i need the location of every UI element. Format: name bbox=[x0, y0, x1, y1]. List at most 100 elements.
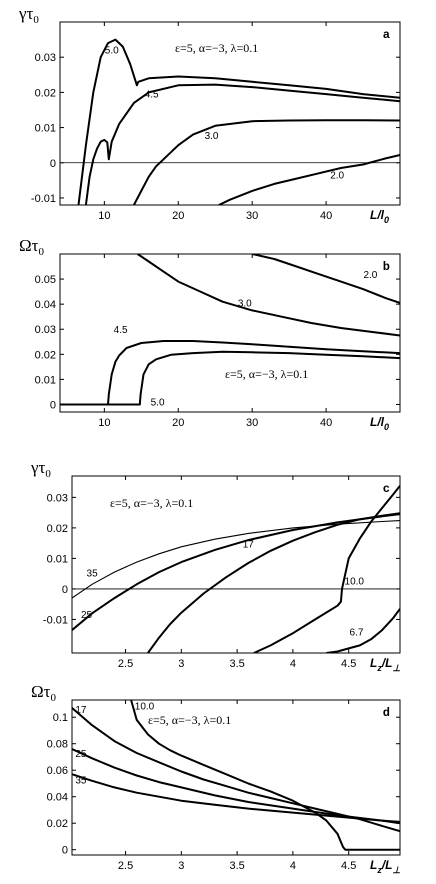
parameter-annotation: ε=5, α=−3, λ=0.1 bbox=[175, 41, 258, 55]
series-line-17 bbox=[147, 512, 400, 653]
series-line-10-0 bbox=[253, 485, 400, 653]
series-label: 5.0 bbox=[105, 46, 119, 57]
series-line-2-0 bbox=[218, 154, 400, 205]
y-tick-label: -0.01 bbox=[31, 193, 56, 205]
plot-frame bbox=[59, 253, 401, 413]
x-axis-label: L/l0 bbox=[370, 415, 389, 432]
x-tick-label: 30 bbox=[246, 417, 258, 429]
series-label: 3.0 bbox=[205, 131, 219, 142]
panel-d: 17 10.0 25 35 0 0.02 0.04 0.06 0.08 0.1 2.5 3 3.5 4 4.… bbox=[31, 682, 401, 875]
series-line-35 bbox=[72, 773, 400, 823]
y-tick-label: 0.03 bbox=[35, 324, 56, 336]
y-tick-label: 0.04 bbox=[47, 792, 68, 804]
plot-frame bbox=[59, 21, 401, 206]
series-label: 2.0 bbox=[363, 270, 377, 281]
series-line-5-0 bbox=[77, 38, 400, 205]
parameter-annotation: ε=5, α=−3, λ=0.1 bbox=[148, 713, 231, 727]
series-line-25 bbox=[72, 513, 400, 631]
x-tick-label: 3.5 bbox=[229, 860, 244, 872]
x-tick-label: 3 bbox=[178, 860, 184, 872]
x-tick-label: 40 bbox=[320, 417, 332, 429]
series-label: 2.0 bbox=[330, 171, 344, 182]
x-tick-label: 4 bbox=[290, 860, 296, 872]
y-tick-label: 0.02 bbox=[35, 87, 56, 99]
x-tick-label: 3 bbox=[178, 658, 184, 670]
y-tick-label: -0.01 bbox=[43, 614, 68, 626]
series-label: 5.0 bbox=[151, 398, 165, 409]
x-tick-label: 30 bbox=[246, 210, 258, 222]
y-tick-label: 0.02 bbox=[47, 818, 68, 830]
y-axis-label-main: γτ bbox=[30, 458, 46, 477]
series-label: 4.5 bbox=[145, 90, 159, 101]
x-axis-label-sub: z bbox=[376, 865, 382, 875]
panel-letter: b bbox=[383, 260, 390, 274]
x-tick-label: 2.5 bbox=[118, 658, 133, 670]
x-axis-label-sub: 0 bbox=[384, 422, 389, 432]
y-tick-label: 0.03 bbox=[35, 52, 56, 64]
y-tick-label: 0.1 bbox=[53, 712, 68, 724]
x-tick-label: 4 bbox=[290, 658, 296, 670]
y-axis-label: Ωτ0 bbox=[19, 236, 44, 258]
x-axis-label-tail: /L bbox=[381, 656, 393, 670]
y-tick-label: 0.02 bbox=[47, 523, 68, 535]
series-line-3-0 bbox=[133, 119, 400, 205]
series-label: 17 bbox=[243, 540, 255, 551]
panel-b: 2.0 3.0 4.5 5.0 0 0.01 0.02 0.03 0.04 0.05 10 20 30 4… bbox=[19, 236, 401, 432]
x-tick-label: 4.5 bbox=[341, 658, 356, 670]
x-axis-label-tail: /L bbox=[381, 858, 393, 872]
series-label: 6.7 bbox=[350, 627, 364, 638]
y-tick-label: 0.05 bbox=[35, 274, 56, 286]
series-line-5-0 bbox=[60, 350, 400, 406]
series-label: 35 bbox=[75, 775, 87, 786]
y-tick-label: 0 bbox=[62, 584, 68, 596]
series-label: 17 bbox=[75, 705, 87, 716]
series-label: 10.0 bbox=[135, 701, 155, 712]
x-tick-label: 10 bbox=[98, 210, 110, 222]
y-tick-label: 0 bbox=[62, 845, 68, 857]
series-line-4-5 bbox=[60, 340, 400, 406]
x-tick-label: 2.5 bbox=[118, 860, 133, 872]
y-tick-label: 0.02 bbox=[35, 349, 56, 361]
x-axis-label: Lz/L⊥ bbox=[370, 656, 401, 673]
series-label: 25 bbox=[81, 610, 93, 621]
x-tick-label: 20 bbox=[172, 210, 184, 222]
parameter-annotation: ε=5, α=−3, λ=0.1 bbox=[110, 496, 193, 510]
y-tick-label: 0 bbox=[50, 399, 56, 411]
y-tick-label: 0.01 bbox=[47, 553, 68, 565]
y-axis-label-sub: 0 bbox=[38, 246, 44, 258]
y-tick-label: 0 bbox=[50, 158, 56, 170]
x-tick-label: 3.5 bbox=[229, 658, 244, 670]
series-label: 25 bbox=[75, 749, 87, 760]
x-axis-label: L/l0 bbox=[370, 208, 389, 225]
x-tick-label: 40 bbox=[320, 210, 332, 222]
y-axis-label-sub: 0 bbox=[50, 692, 56, 704]
x-axis-label: Lz/L⊥ bbox=[370, 858, 401, 875]
x-tick-label: 4.5 bbox=[341, 860, 356, 872]
x-axis-label-tail-sub: ⊥ bbox=[393, 865, 401, 875]
x-tick-label: 20 bbox=[172, 417, 184, 429]
y-tick-label: 0.01 bbox=[35, 374, 56, 386]
plot-frame bbox=[71, 475, 401, 654]
y-tick-label: 0.03 bbox=[47, 492, 68, 504]
x-axis-label-main: L bbox=[370, 858, 377, 872]
series-line-4-5 bbox=[84, 83, 400, 205]
y-axis-label: Ωτ0 bbox=[31, 682, 56, 704]
y-tick-label: 0.04 bbox=[35, 299, 56, 311]
series-label: 35 bbox=[87, 569, 99, 580]
y-axis-label-sub: 0 bbox=[45, 468, 51, 480]
x-axis-label-main: L/l bbox=[370, 415, 385, 429]
series-label: 10.0 bbox=[345, 576, 365, 587]
y-axis-label-sub: 0 bbox=[33, 14, 39, 26]
panel-c: 35 25 17 10.0 6.7 -0.01 0 0.01 0.02 0.03 2.5 3 3.5 4 4… bbox=[30, 458, 401, 673]
series-line-10-0 bbox=[130, 700, 400, 851]
x-axis-label-sub: 0 bbox=[384, 215, 389, 225]
y-tick-label: 0.06 bbox=[47, 765, 68, 777]
parameter-annotation: ε=5, α=−3, λ=0.1 bbox=[225, 367, 308, 381]
plot-frame bbox=[71, 699, 401, 856]
x-axis-label-main: L bbox=[370, 656, 377, 670]
y-tick-label: 0.08 bbox=[47, 739, 68, 751]
x-axis-label-main: L/l bbox=[370, 208, 385, 222]
series-label: 3.0 bbox=[238, 299, 252, 310]
y-axis-label-main: γτ bbox=[18, 4, 34, 23]
